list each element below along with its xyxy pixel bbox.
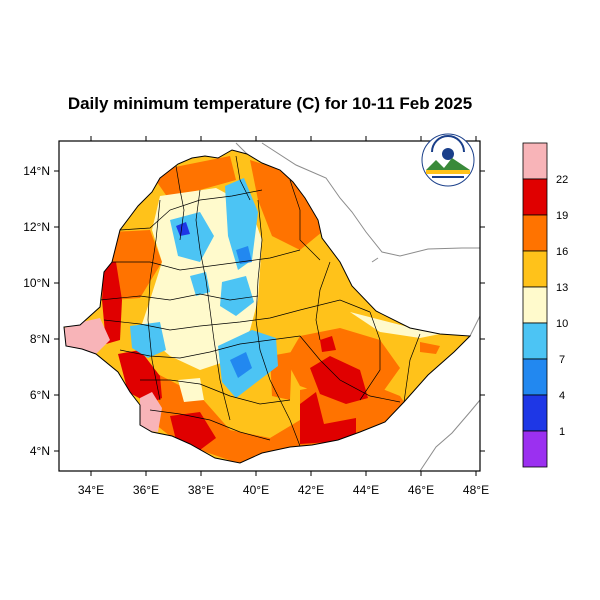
x-tick-label: 48°E bbox=[463, 483, 489, 497]
colorbar-segment bbox=[522, 286, 548, 324]
colorbar-label: 22 bbox=[556, 174, 568, 186]
colorbar-segment bbox=[522, 142, 548, 180]
colorbar-segment bbox=[522, 250, 548, 288]
colorbar-label: 4 bbox=[559, 390, 565, 402]
map-title: Daily minimum temperature (C) for 10-11 … bbox=[67, 94, 473, 113]
y-tick-label: 8°N bbox=[30, 332, 50, 346]
colorbar-segment bbox=[522, 358, 548, 396]
field-red-east bbox=[310, 356, 368, 404]
field-lightblue-small bbox=[190, 272, 210, 296]
x-tick-label: 36°E bbox=[133, 483, 159, 497]
field-pink-gambella bbox=[64, 318, 110, 354]
temperature-field bbox=[64, 150, 470, 463]
colorbar-label: 1 bbox=[559, 426, 565, 438]
field-orange-ogaden bbox=[420, 342, 440, 354]
x-axis bbox=[90, 136, 477, 476]
colorbar-label: 16 bbox=[556, 246, 568, 258]
colorbar-segment bbox=[522, 430, 548, 468]
y-tick-label: 12°N bbox=[23, 220, 50, 234]
x-tick-label: 44°E bbox=[353, 483, 379, 497]
colorbar-label: 19 bbox=[556, 210, 568, 222]
colorbar bbox=[522, 142, 548, 468]
neighbor-borders bbox=[235, 142, 481, 472]
field-red-east-small bbox=[320, 336, 336, 352]
colorbar-segment bbox=[522, 322, 548, 360]
field-lightblue-north bbox=[225, 178, 258, 270]
admin-boundaries bbox=[99, 155, 421, 447]
field-blue-dark-north bbox=[176, 222, 190, 236]
field-blue-north bbox=[236, 246, 252, 264]
x-tick-labels: 34°E 36°E 38°E 40°E 42°E 44°E 46°E 48°E bbox=[78, 483, 489, 497]
ethiopia-border bbox=[63, 149, 472, 464]
x-tick-label: 38°E bbox=[188, 483, 214, 497]
x-tick-label: 40°E bbox=[243, 483, 269, 497]
x-tick-label: 46°E bbox=[408, 483, 434, 497]
map-frame bbox=[58, 140, 481, 472]
colorbar-segment bbox=[522, 214, 548, 252]
field-blue-bale bbox=[230, 352, 252, 378]
x-tick-label: 34°E bbox=[78, 483, 104, 497]
ethiopian-meteorology-institute-logo bbox=[421, 133, 475, 187]
y-tick-label: 6°N bbox=[30, 388, 50, 402]
field-red-western-strip bbox=[102, 262, 122, 344]
field-red-south bbox=[300, 392, 356, 444]
field-lightblue-west bbox=[130, 322, 166, 358]
y-tick-label: 14°N bbox=[23, 164, 50, 178]
colorbar-label: 7 bbox=[559, 354, 565, 366]
field-pink-southwest bbox=[140, 392, 162, 432]
colorbar-labels: 22 19 16 13 10 7 4 1 bbox=[556, 174, 568, 438]
colorbar-label: 13 bbox=[556, 282, 568, 294]
colorbar-segment bbox=[522, 394, 548, 432]
colorbar-segment bbox=[522, 178, 548, 216]
field-orange-northeast bbox=[250, 160, 322, 250]
y-tick-labels: 14°N 12°N 10°N 8°N 6°N 4°N bbox=[23, 164, 50, 458]
y-axis bbox=[54, 170, 485, 452]
field-lightblue-central bbox=[220, 276, 254, 316]
field-orange-north bbox=[150, 156, 236, 198]
y-tick-label: 10°N bbox=[23, 276, 50, 290]
colorbar-label: 10 bbox=[556, 318, 568, 330]
y-tick-label: 4°N bbox=[30, 444, 50, 458]
x-tick-label: 42°E bbox=[298, 483, 324, 497]
